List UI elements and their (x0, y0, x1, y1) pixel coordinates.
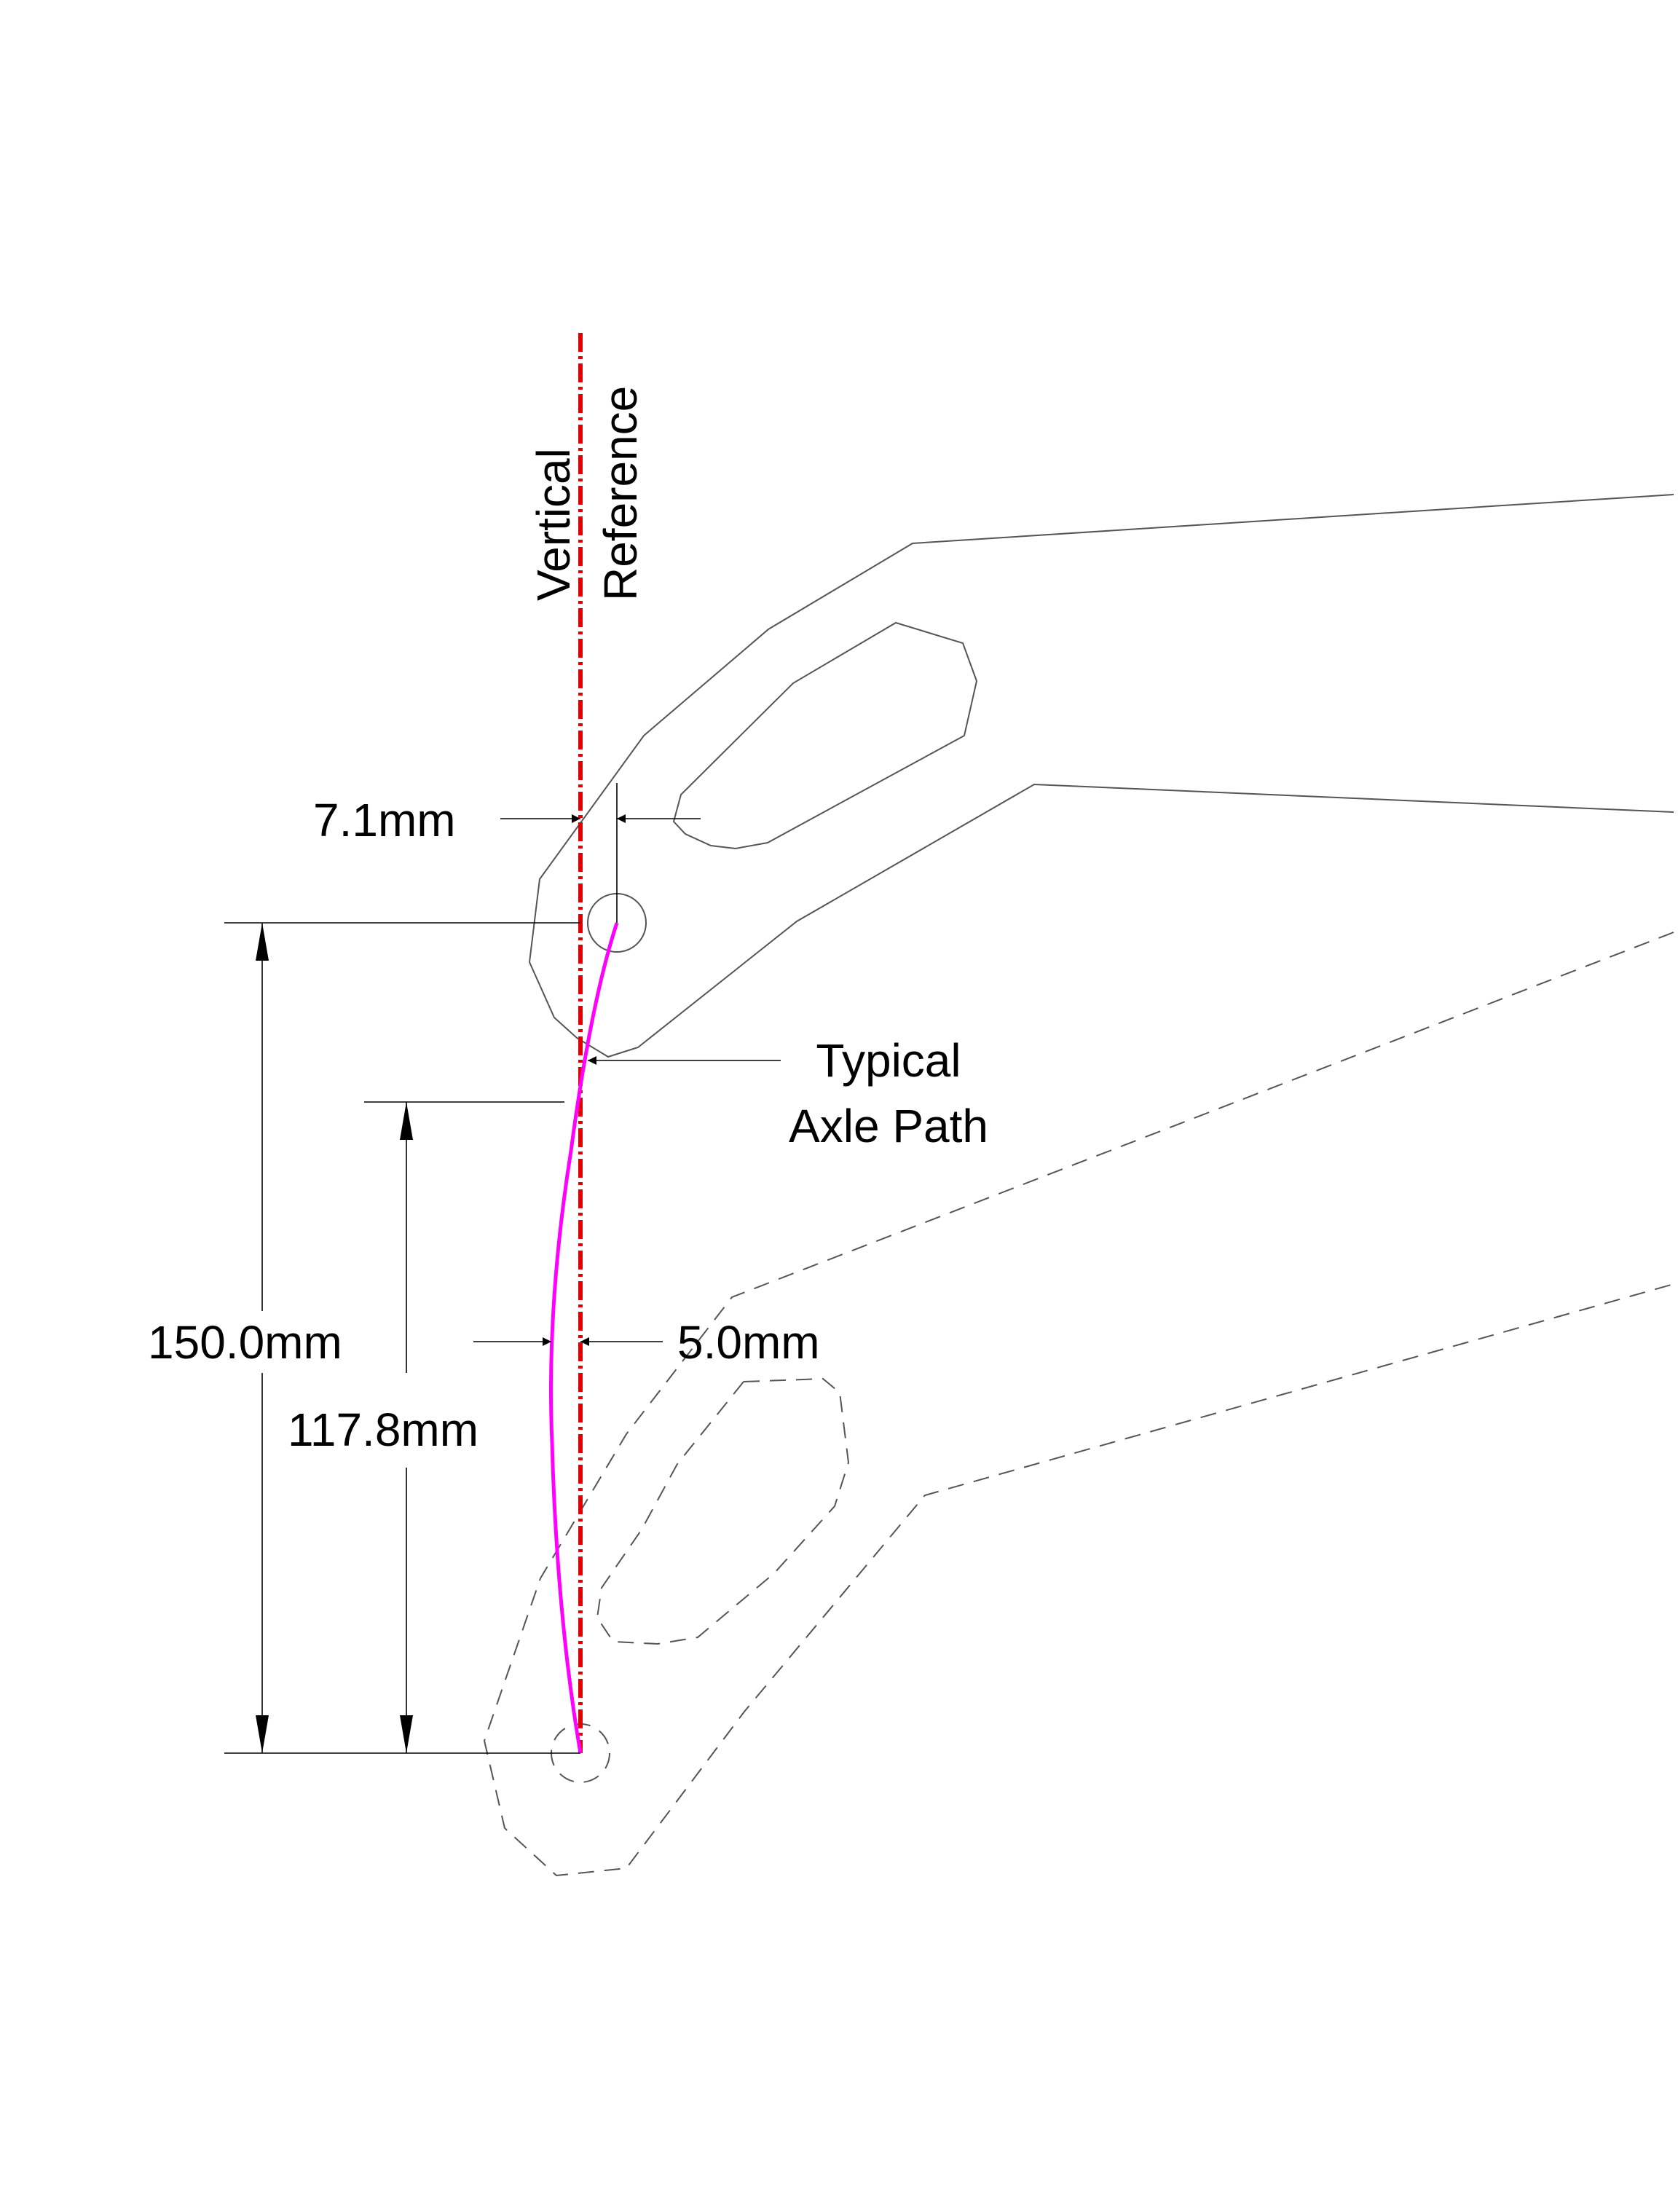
partial-travel-label: 117.8mm (288, 1404, 478, 1456)
swingarm-lower-position (483, 932, 1674, 1877)
vertical-reference-label-line1: Vertical (527, 448, 580, 601)
vertical-reference-label: Vertical Reference (527, 386, 647, 601)
top-offset-label: 7.1mm (313, 794, 456, 846)
swingarm-upper-outline (528, 494, 1674, 1058)
swingarm-lower-outline (483, 932, 1674, 1877)
axle-path-curve (549, 922, 619, 1754)
swingarm-upper-position (528, 494, 1674, 1058)
axle-path-label-line1: Typical (816, 1034, 961, 1087)
vertical-reference-label-line2: Reference (594, 386, 647, 601)
dimension-lines (224, 783, 781, 1754)
max-offset-label: 5.0mm (677, 1316, 820, 1369)
swingarm-lower-slot (596, 1377, 850, 1645)
total-travel-label: 150.0mm (148, 1316, 342, 1369)
axle-path-label-line2: Axle Path (789, 1100, 988, 1152)
swingarm-upper-slot (672, 621, 978, 850)
